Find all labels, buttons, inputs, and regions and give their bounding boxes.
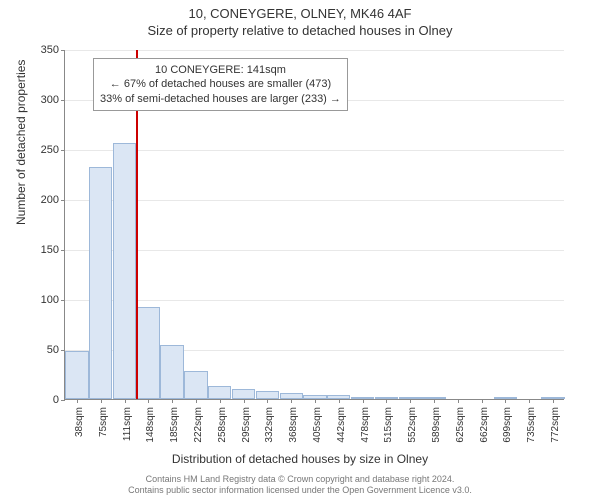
y-tick xyxy=(61,400,65,401)
x-tick-label: 405sqm xyxy=(312,407,323,443)
histogram-bar xyxy=(184,371,207,399)
histogram-bar xyxy=(137,307,160,399)
x-tick-label: 478sqm xyxy=(360,407,371,443)
y-tick-label: 300 xyxy=(41,94,59,106)
x-tick xyxy=(339,399,340,403)
histogram-bar xyxy=(89,167,112,399)
y-axis-title: Number of detached properties xyxy=(14,60,28,225)
y-tick xyxy=(61,300,65,301)
y-tick xyxy=(61,150,65,151)
x-tick xyxy=(505,399,506,403)
y-tick xyxy=(61,250,65,251)
x-tick xyxy=(196,399,197,403)
x-tick-label: 222sqm xyxy=(193,407,204,443)
x-tick-label: 295sqm xyxy=(241,407,252,443)
x-tick-label: 111sqm xyxy=(122,407,133,441)
x-tick-label: 772sqm xyxy=(550,407,561,443)
x-tick-label: 442sqm xyxy=(336,407,347,443)
x-tick xyxy=(291,399,292,403)
attribution: Contains HM Land Registry data © Crown c… xyxy=(0,474,600,496)
histogram-bar xyxy=(232,389,255,399)
page-subtitle: Size of property relative to detached ho… xyxy=(0,23,600,38)
attribution-line-1: Contains HM Land Registry data © Crown c… xyxy=(0,474,600,485)
x-tick xyxy=(458,399,459,403)
y-tick-label: 350 xyxy=(41,44,59,56)
gridline xyxy=(65,300,564,301)
y-tick-label: 100 xyxy=(41,294,59,306)
x-tick-label: 515sqm xyxy=(383,407,394,443)
y-tick-label: 150 xyxy=(41,244,59,256)
y-tick-label: 200 xyxy=(41,194,59,206)
x-tick xyxy=(220,399,221,403)
x-tick xyxy=(410,399,411,403)
x-tick xyxy=(244,399,245,403)
x-tick-label: 332sqm xyxy=(264,407,275,443)
attribution-line-2: Contains public sector information licen… xyxy=(0,485,600,496)
x-tick-label: 75sqm xyxy=(98,407,109,437)
y-tick xyxy=(61,100,65,101)
x-tick xyxy=(482,399,483,403)
callout-line: ← 67% of detached houses are smaller (47… xyxy=(100,77,341,91)
histogram-bar xyxy=(160,345,183,399)
page-title: 10, CONEYGERE, OLNEY, MK46 4AF xyxy=(0,6,600,21)
x-tick-label: 368sqm xyxy=(288,407,299,443)
x-tick-label: 662sqm xyxy=(479,407,490,443)
y-tick xyxy=(61,200,65,201)
y-tick-label: 50 xyxy=(47,344,59,356)
x-tick xyxy=(315,399,316,403)
x-tick xyxy=(101,399,102,403)
gridline xyxy=(65,50,564,51)
x-tick-label: 699sqm xyxy=(502,407,513,443)
x-axis-title: Distribution of detached houses by size … xyxy=(0,452,600,466)
histogram-bar xyxy=(113,143,136,399)
gridline xyxy=(65,150,564,151)
x-tick xyxy=(172,399,173,403)
x-tick xyxy=(529,399,530,403)
x-tick xyxy=(363,399,364,403)
histogram-bar xyxy=(208,386,231,399)
y-tick-label: 0 xyxy=(53,394,59,406)
x-tick-label: 552sqm xyxy=(407,407,418,443)
y-tick xyxy=(61,50,65,51)
x-tick-label: 625sqm xyxy=(455,407,466,443)
callout-line: 33% of semi-detached houses are larger (… xyxy=(100,92,341,106)
x-tick xyxy=(125,399,126,403)
x-tick xyxy=(434,399,435,403)
x-tick-label: 735sqm xyxy=(526,407,537,443)
x-tick xyxy=(386,399,387,403)
gridline xyxy=(65,200,564,201)
callout-line: 10 CONEYGERE: 141sqm xyxy=(100,63,341,77)
x-tick-label: 148sqm xyxy=(145,407,156,443)
x-tick-label: 38sqm xyxy=(74,407,85,437)
x-tick xyxy=(77,399,78,403)
chart-plot-area: 05010015020025030035038sqm75sqm111sqm148… xyxy=(64,50,564,400)
x-tick xyxy=(267,399,268,403)
histogram-bar xyxy=(65,351,88,399)
marker-callout: 10 CONEYGERE: 141sqm← 67% of detached ho… xyxy=(93,58,348,111)
x-tick xyxy=(553,399,554,403)
x-tick-label: 185sqm xyxy=(169,407,180,443)
x-tick-label: 589sqm xyxy=(431,407,442,443)
x-tick xyxy=(148,399,149,403)
y-tick-label: 250 xyxy=(41,144,59,156)
histogram-bar xyxy=(256,391,279,399)
x-tick-label: 258sqm xyxy=(217,407,228,443)
gridline xyxy=(65,250,564,251)
